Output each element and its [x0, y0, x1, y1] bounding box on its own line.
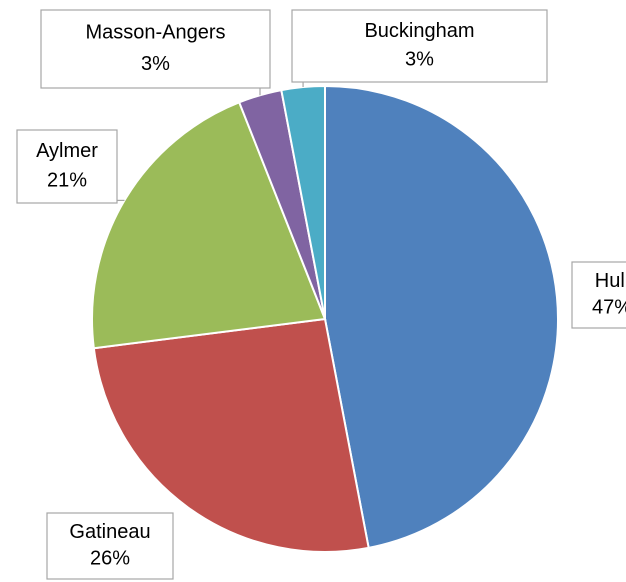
label-name: Hull [595, 270, 626, 292]
label-box [291, 9, 548, 83]
label-value: 26% [90, 547, 130, 569]
label-value: 21% [47, 169, 87, 191]
label-name: Aylmer [36, 140, 98, 162]
label-value: 3% [405, 49, 434, 71]
label-box [46, 512, 174, 580]
label-box [571, 261, 626, 329]
pie-slice [91, 101, 327, 350]
label-value: 47% [592, 296, 626, 318]
label-box [16, 129, 118, 204]
label-name: Gatineau [69, 521, 150, 543]
label-box [40, 9, 271, 89]
pie-slice [92, 317, 370, 553]
label-name: Buckingham [364, 20, 474, 42]
pie-slice [280, 84, 326, 320]
label-name: Masson-Angers [85, 22, 225, 44]
label-value: 3% [141, 53, 170, 75]
pie-slice [324, 84, 559, 550]
